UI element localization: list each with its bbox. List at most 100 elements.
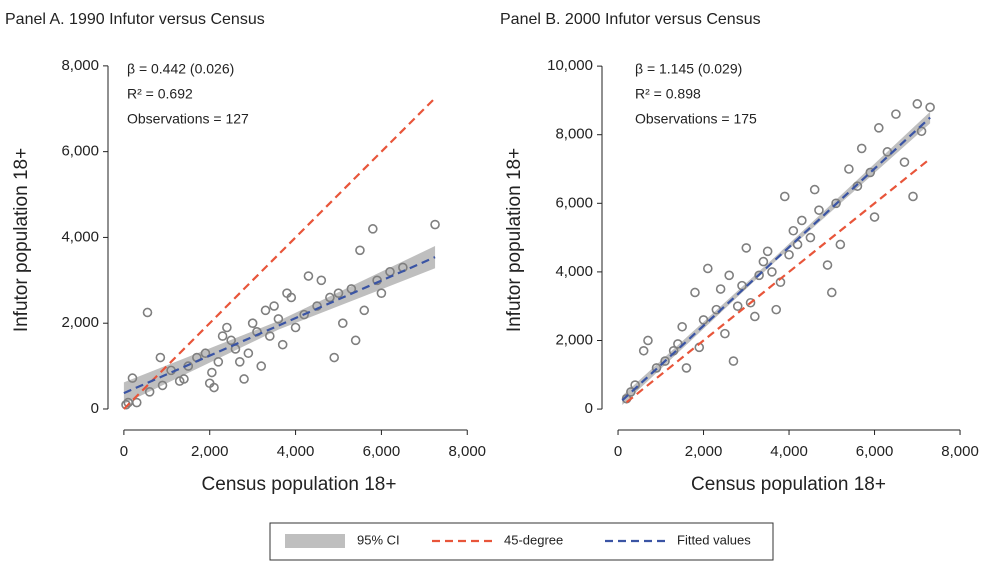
data-point — [754, 270, 764, 281]
data-point — [626, 387, 636, 397]
data-point — [668, 345, 679, 356]
x-tick-label: 0 — [614, 443, 622, 460]
data-point — [277, 339, 288, 350]
legend-label: 95% CI — [357, 532, 400, 547]
data-point — [912, 99, 923, 109]
diagonal-line — [123, 97, 436, 410]
panel-title: Panel A. 1990 Infutor versus Census — [5, 11, 265, 28]
data-point — [677, 321, 687, 332]
x-axis-title: Census population 18+ — [691, 474, 886, 495]
data-point — [762, 246, 773, 257]
data-point — [368, 224, 378, 234]
data-point — [269, 301, 279, 311]
x-tick-label: 2,000 — [191, 443, 229, 460]
data-point — [750, 311, 760, 322]
data-point — [638, 345, 649, 356]
data-point — [698, 315, 709, 325]
data-point — [299, 309, 309, 320]
data-point — [234, 357, 245, 367]
data-point — [771, 304, 782, 315]
data-point — [732, 301, 743, 311]
data-point — [643, 335, 653, 346]
y-tick-label: 2,000 — [555, 331, 593, 348]
data-point — [121, 399, 131, 410]
data-point — [852, 181, 863, 191]
data-point — [127, 373, 138, 383]
data-point — [651, 363, 662, 373]
panel-title: Panel B. 2000 Infutor versus Census — [500, 11, 761, 28]
data-point — [142, 307, 153, 318]
data-point — [325, 292, 335, 303]
data-point — [286, 292, 297, 303]
data-point — [333, 288, 344, 298]
annotation: R² = 0.692 — [127, 86, 193, 102]
y-axis-title: Infutor population 18+ — [11, 148, 32, 332]
data-point — [226, 335, 236, 346]
annotation: β = 0.442 (0.026) — [127, 61, 234, 77]
data-point — [209, 382, 219, 393]
x-tick-label: 8,000 — [448, 443, 486, 460]
y-axis-title: Infutor population 18+ — [504, 148, 525, 332]
data-point — [724, 270, 734, 281]
x-tick-label: 4,000 — [770, 443, 808, 460]
annotation: R² = 0.898 — [635, 86, 701, 102]
y-tick-label: 2,000 — [61, 314, 99, 331]
data-point — [144, 387, 155, 397]
data-point — [179, 374, 189, 384]
annotation: β = 1.145 (0.029) — [635, 61, 742, 77]
data-point — [303, 271, 314, 281]
data-point — [350, 335, 361, 346]
data-point — [273, 314, 284, 324]
data-point — [826, 287, 837, 298]
y-tick-label: 0 — [585, 400, 593, 417]
y-tick-label: 4,000 — [555, 263, 593, 280]
data-point — [856, 143, 867, 154]
data-point — [741, 243, 752, 253]
data-point — [797, 215, 807, 226]
data-point — [673, 339, 683, 349]
data-point — [213, 357, 224, 367]
data-point — [869, 212, 880, 222]
data-point — [874, 123, 884, 133]
y-tick-label: 10,000 — [547, 57, 593, 74]
data-point — [359, 305, 370, 316]
data-point — [865, 167, 876, 178]
y-tick-label: 4,000 — [61, 228, 99, 245]
data-point — [681, 363, 692, 373]
fitted-line — [621, 116, 931, 402]
data-point — [207, 367, 217, 378]
data-point — [660, 356, 670, 366]
data-point — [316, 275, 327, 286]
legend-swatch — [285, 534, 345, 548]
x-tick-label: 6,000 — [856, 443, 894, 460]
y-tick-label: 6,000 — [61, 143, 99, 160]
y-tick-label: 0 — [91, 400, 99, 417]
data-point — [814, 205, 824, 215]
y-tick-label: 6,000 — [555, 194, 593, 211]
data-point — [908, 191, 918, 202]
data-point — [899, 157, 910, 167]
data-point — [155, 352, 166, 363]
x-tick-label: 4,000 — [277, 443, 315, 460]
data-point — [265, 331, 275, 341]
legend-box — [269, 522, 774, 561]
data-point — [200, 348, 211, 359]
data-point — [430, 219, 440, 230]
diagonal-line — [625, 157, 931, 404]
data-point — [784, 249, 794, 260]
data-point — [715, 284, 726, 294]
fitted-line — [123, 256, 436, 395]
data-point — [355, 245, 365, 256]
legend-label: Fitted values — [677, 532, 751, 547]
data-point — [728, 356, 739, 366]
annotation: Observations = 175 — [635, 111, 757, 127]
data-point — [157, 380, 168, 391]
data-point — [703, 263, 713, 274]
data-point — [217, 331, 228, 341]
data-point — [809, 184, 820, 195]
data-point — [247, 318, 258, 329]
data-point — [720, 328, 730, 339]
data-point — [767, 267, 777, 277]
data-point — [376, 288, 387, 298]
